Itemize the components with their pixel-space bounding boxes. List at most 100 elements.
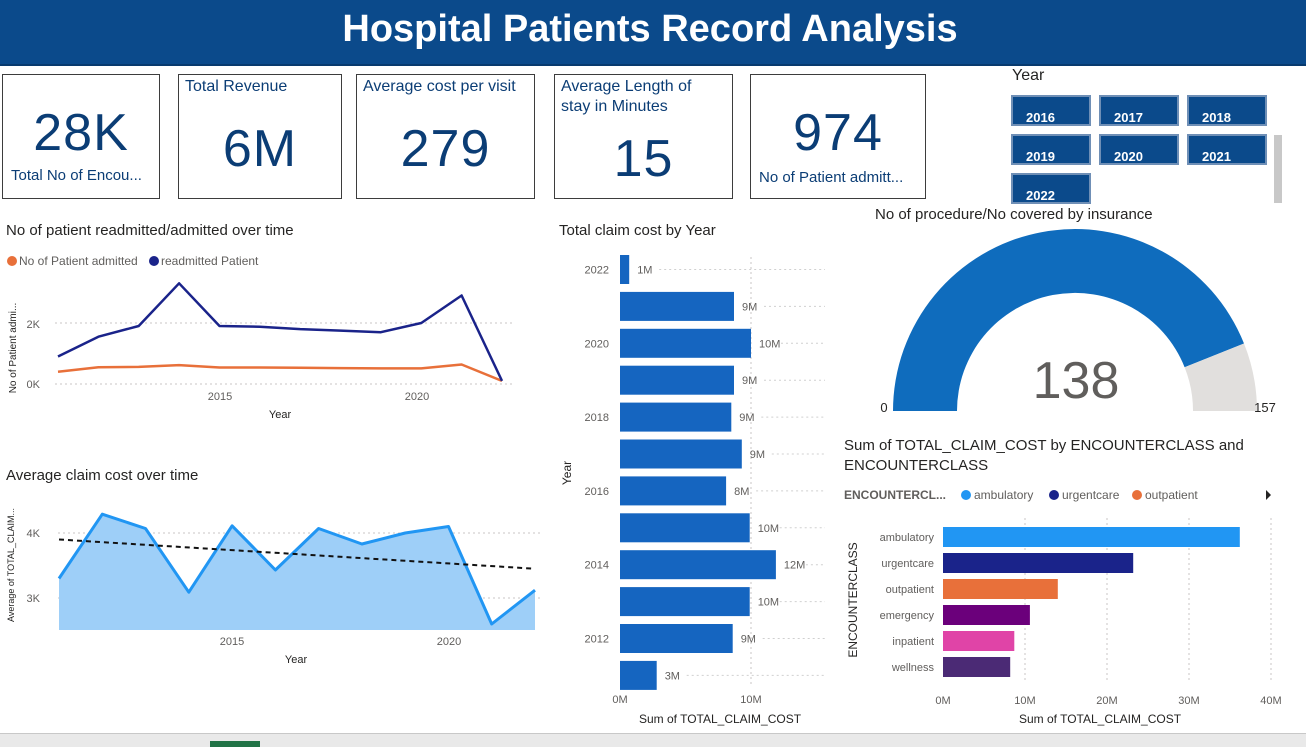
y-tick-label: 4K: [27, 528, 41, 540]
y-tick-label-2020: 2020: [585, 338, 609, 350]
kpi-title-avg-cost: Average cost per visit: [363, 78, 516, 95]
y-tick-label-emergency: emergency: [880, 610, 935, 622]
legend-marker-ambulatory: [961, 490, 971, 500]
year-button-2020[interactable]: 2020: [1099, 134, 1179, 165]
kpi-label-admitted: No of Patient admitt...: [759, 169, 904, 186]
kpi-value-revenue: 6M: [222, 120, 298, 178]
series-line-admitted: [57, 363, 503, 383]
readmitted-y-axis-title: No of Patient admi...: [8, 303, 19, 394]
y-tick-label-urgentcare: urgentcare: [881, 558, 934, 570]
data-label-2015: 10M: [758, 523, 779, 535]
gauge-value-arc: [893, 229, 1244, 411]
kpi-value-admitted: 974: [793, 104, 883, 162]
kpi-card-encounters[interactable]: 28K Total No of Encou...: [2, 74, 160, 199]
year-slicer-title: Year: [1012, 67, 1045, 84]
data-label-2019: 9M: [742, 375, 757, 387]
bar-outpatient: [943, 579, 1058, 599]
y-tick-label: 3K: [27, 593, 41, 605]
y-tick-label-wellness: wellness: [891, 662, 935, 674]
year-button-2018[interactable]: 2018: [1187, 95, 1267, 126]
bar-2013: [620, 587, 750, 617]
readmitted-chart[interactable]: No of Patient admitted readmitted Patien…: [0, 248, 540, 428]
encounter-legend-title: ENCOUNTERCL...: [844, 488, 946, 502]
bar-2017: [620, 439, 742, 469]
y-tick-label-2022: 2022: [585, 265, 609, 277]
encounter-chart-title: Sum of TOTAL_CLAIM_COST by ENCOUNTERCLAS…: [844, 437, 1244, 474]
claim-by-year-chart[interactable]: Year 0M 10M Sum of TOTAL_CLAIM_COST 1M 20…: [555, 245, 840, 730]
kpi-card-revenue[interactable]: Total Revenue 6M: [178, 74, 342, 199]
dashboard-title: Hospital Patients Record Analysis: [342, 8, 958, 50]
readmitted-chart-title: No of patient readmitted/admitted over t…: [6, 222, 294, 239]
x-tick-label: 30M: [1178, 695, 1199, 707]
y-tick-label-outpatient: outpatient: [886, 584, 934, 596]
x-tick-label: 20M: [1096, 695, 1117, 707]
data-label-2012: 9M: [741, 634, 756, 646]
series-line-readmitted: [57, 282, 504, 382]
y-tick-label-2012: 2012: [585, 634, 609, 646]
kpi-value-length-of-stay: 15: [613, 130, 674, 188]
legend-label-ambulatory: ambulatory: [974, 488, 1033, 502]
year-button-2019[interactable]: 2019: [1011, 134, 1091, 165]
kpi-card-length-of-stay[interactable]: Average Length of stay in Minutes 15: [554, 74, 733, 199]
y-tick-label-2018: 2018: [585, 412, 609, 424]
avg-claim-chart[interactable]: Average of TOTAL_CLAIM... 4K 3K 2015 202…: [0, 490, 545, 670]
year-button-2021[interactable]: 2021: [1187, 134, 1267, 165]
avg-claim-x-axis-title: Year: [285, 654, 308, 666]
bar-2015: [620, 513, 750, 543]
legend-marker-admitted: [7, 256, 17, 266]
x-tick-label: 10M: [1014, 695, 1035, 707]
encounter-chart[interactable]: ENCOUNTERCL... ambulatory urgentcare out…: [840, 480, 1300, 730]
y-tick-label-2014: 2014: [585, 560, 609, 572]
year-button-2017[interactable]: 2017: [1099, 95, 1179, 126]
x-tick-label: 2015: [208, 391, 232, 403]
gauge-min-label: 0: [880, 400, 887, 415]
data-label-2013: 10M: [758, 597, 779, 609]
trend-line: [58, 538, 536, 570]
data-label-2014: 12M: [784, 560, 805, 572]
gauge-max-label: 157: [1254, 400, 1276, 415]
legend-marker-urgentcare: [1049, 490, 1059, 500]
data-label-2016: 8M: [734, 486, 749, 498]
avg-claim-chart-title: Average claim cost over time: [6, 467, 199, 484]
kpi-card-admitted[interactable]: 974 No of Patient admitt...: [750, 74, 926, 199]
bar-2019: [620, 365, 734, 395]
kpi-value-encounters: 28K: [33, 104, 129, 162]
encounter-y-axis-title: ENCOUNTERCLASS: [846, 542, 860, 657]
active-page-tab[interactable]: [210, 741, 260, 747]
area-fill: [59, 514, 535, 630]
y-tick-label: 2K: [27, 319, 41, 331]
legend-label-admitted: No of Patient admitted: [19, 254, 138, 268]
data-label-2021: 9M: [742, 301, 757, 313]
kpi-title-length-of-stay: Average Length of stay in Minutes: [561, 78, 692, 115]
bar-2012: [620, 624, 733, 653]
avg-claim-y-axis-title: Average of TOTAL_CLAIM...: [6, 508, 16, 622]
bar-2014: [620, 550, 776, 580]
claim-by-year-y-axis-title: Year: [560, 461, 574, 485]
legend-label-outpatient: outpatient: [1145, 488, 1198, 502]
x-tick-label: 40M: [1260, 695, 1281, 707]
data-label-2017: 9M: [750, 449, 765, 461]
year-button-2016[interactable]: 2016: [1011, 95, 1091, 126]
bar-2016: [620, 476, 727, 506]
legend-marker-readmitted: [149, 256, 159, 266]
bar-inpatient: [943, 631, 1015, 651]
legend-label-readmitted: readmitted Patient: [161, 254, 259, 268]
data-label-2011: 3M: [665, 670, 680, 682]
y-tick-label-2016: 2016: [585, 486, 609, 498]
bar-emergency: [943, 605, 1030, 625]
data-label-2020: 10M: [759, 338, 780, 350]
encounter-x-axis-title: Sum of TOTAL_CLAIM_COST: [1019, 712, 1182, 726]
claim-by-year-chart-title: Total claim cost by Year: [559, 222, 716, 239]
gauge-value: 138: [1033, 352, 1120, 410]
x-tick-label: 0M: [612, 694, 627, 706]
year-button-2022[interactable]: 2022: [1011, 173, 1091, 204]
x-tick-label: 10M: [740, 694, 761, 706]
bar-urgentcare: [943, 553, 1134, 573]
bar-2020: [620, 328, 751, 358]
insurance-gauge[interactable]: 138 0 157: [868, 228, 1298, 423]
legend-next-arrow-icon[interactable]: [1266, 490, 1271, 500]
slicer-scrollbar[interactable]: [1274, 135, 1282, 203]
x-tick-label: 0M: [935, 695, 950, 707]
kpi-card-avg-cost[interactable]: Average cost per visit 279: [356, 74, 535, 199]
kpi-title-revenue: Total Revenue: [185, 78, 288, 95]
